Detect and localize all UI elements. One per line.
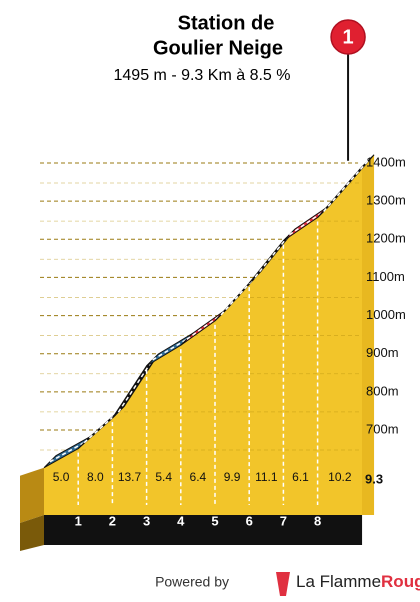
brand-part: La Flamme [296,572,381,591]
y-tick-label: 1100m [366,269,405,284]
y-tick-label: 1000m [366,307,406,322]
gradient-label: 6.4 [190,470,207,484]
gradient-label: 13.7 [118,470,142,484]
brand-part: Rouge [381,572,420,591]
base-side [20,515,44,551]
terrain-side [20,467,44,523]
gradient-label: 5.4 [155,470,172,484]
x-tick-label: 2 [109,513,116,528]
y-tick-label: 900m [366,345,399,360]
y-tick-label: 700m [366,421,399,436]
x-tick-label: 3 [143,513,150,528]
base-strip [44,515,363,545]
title-line: Station de [178,12,275,34]
y-tick-label: 1300m [366,193,406,208]
road-center [186,314,222,340]
subtitle: 1495 m - 9.3 Km à 8.5 % [114,67,291,84]
x-end-label: 9.3 [365,471,383,486]
brand: La FlammeRouge [296,572,420,591]
y-tick-label: 1200m [366,231,406,246]
gradient-label: 8.0 [87,470,104,484]
y-tick-label: 800m [366,383,399,398]
road-center [254,234,290,278]
marker-pin [330,19,366,55]
x-tick-label: 7 [280,513,287,528]
gradient-label: 5.0 [53,470,70,484]
logo-icon [276,572,290,596]
x-tick-label: 5 [211,513,218,528]
terrain-front [44,166,363,515]
gradient-label: 6.1 [292,470,309,484]
road-center [117,359,154,413]
y-tick-label: 1400m [366,154,406,169]
gradient-label: 9.9 [224,470,241,484]
title-line: Goulier Neige [153,37,283,59]
x-tick-label: 6 [246,513,253,528]
x-tick-label: 8 [314,513,321,528]
powered-by: Powered by [155,574,229,590]
gradient-label: 11.1 [255,470,278,484]
road-center [323,160,369,212]
x-tick-label: 1 [75,513,82,528]
gradient-label: 10.2 [328,470,352,484]
marker-label: 1 [342,26,353,48]
x-tick-label: 4 [177,513,185,528]
